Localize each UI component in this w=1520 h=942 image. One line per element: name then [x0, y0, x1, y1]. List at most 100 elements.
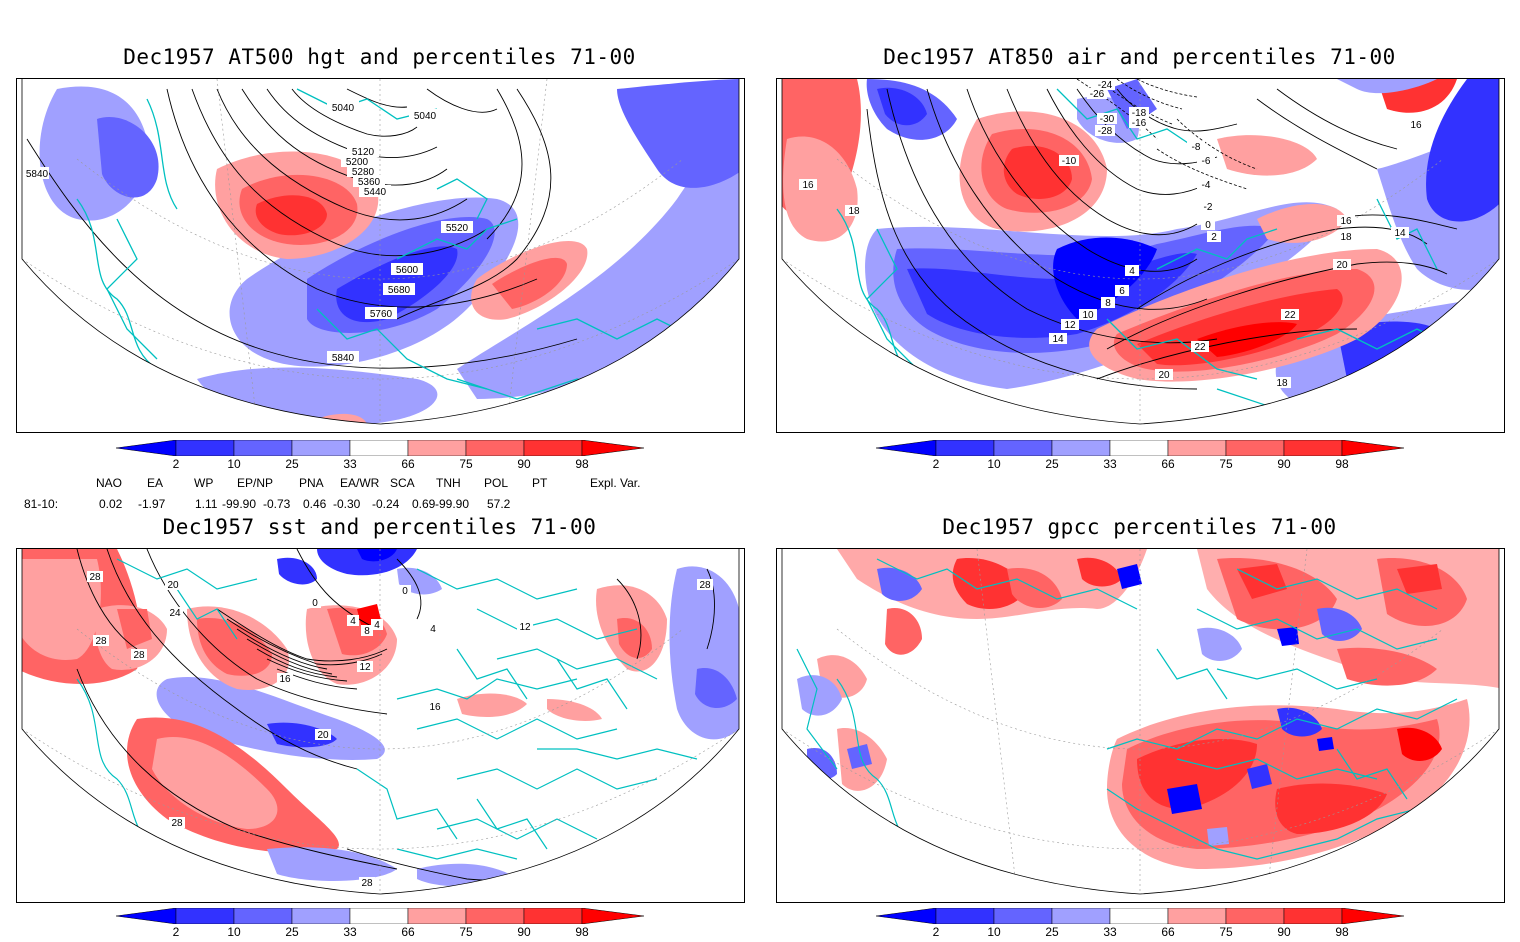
svg-text:28: 28	[699, 580, 711, 591]
panel-1-colorbar: 2 10 25 33 66 75 90 98	[116, 440, 644, 474]
contour-label: 28	[87, 571, 103, 583]
svg-text:28: 28	[89, 572, 101, 583]
svg-text:6: 6	[1119, 286, 1125, 297]
colorbar-tick: 66	[1161, 457, 1175, 471]
colorbar-tick: 2	[172, 457, 180, 471]
contour-label: 16	[1337, 215, 1355, 227]
contour-label: -2	[1199, 201, 1217, 213]
svg-text:-18: -18	[1132, 108, 1147, 119]
contour-label: 12	[357, 661, 373, 673]
air-contour-labels: -24 -26 -18 -16 -30 -28 -10 -8 -6 -4 -2 …	[799, 79, 1425, 389]
colorbar-tick: 66	[401, 457, 415, 471]
svg-text:4: 4	[1129, 266, 1135, 277]
colorbar-tick: 10	[987, 457, 1001, 471]
air-percentile-map: -24 -26 -18 -16 -30 -28 -10 -8 -6 -4 -2 …	[777, 79, 1504, 432]
colorbar-tick: 90	[1277, 457, 1291, 471]
panel-2-map: -24 -26 -18 -16 -30 -28 -10 -8 -6 -4 -2 …	[776, 78, 1505, 433]
contour-label: 5520	[441, 221, 473, 234]
panel-1-map: 5040 5040 5120 5200 5280 5360 5440 5520 …	[16, 78, 745, 433]
hgt-percentile-map: 5040 5040 5120 5200 5280 5360 5440 5520 …	[17, 79, 744, 432]
index-row-label: 81-10:	[24, 497, 59, 511]
contour-label: 16	[277, 673, 293, 685]
svg-text:24: 24	[169, 608, 181, 619]
contour-label: 18	[1337, 231, 1355, 243]
colorbar-swatches	[116, 908, 644, 924]
svg-text:4: 4	[430, 624, 436, 635]
svg-text:22: 22	[1284, 310, 1296, 321]
contour-label: 20	[315, 729, 331, 741]
svg-text:12: 12	[359, 662, 371, 673]
contour-label: 12	[517, 621, 533, 633]
index-header: TNH	[436, 476, 461, 490]
svg-text:-26: -26	[1090, 89, 1105, 100]
index-value: -99.90	[222, 497, 257, 511]
svg-text:5680: 5680	[388, 285, 411, 296]
svg-text:28: 28	[95, 636, 107, 647]
colorbar-tick: 2	[932, 457, 940, 471]
svg-text:5760: 5760	[370, 309, 393, 320]
svg-text:-28: -28	[1098, 126, 1113, 137]
svg-text:8: 8	[364, 626, 370, 637]
svg-text:14: 14	[1394, 228, 1406, 239]
contour-label: -30	[1097, 113, 1117, 125]
svg-text:5600: 5600	[396, 265, 419, 276]
panel-2-colorbar: 2 10 25 33 66 75 90 98	[876, 440, 1404, 474]
svg-text:5200: 5200	[346, 157, 369, 168]
gpcc-percentile-map	[777, 549, 1504, 902]
contour-label: 28	[697, 579, 713, 591]
contour-label: -24	[1095, 79, 1115, 91]
contour-label: 20	[165, 579, 181, 591]
contour-label: 28	[359, 877, 375, 889]
svg-text:-30: -30	[1100, 114, 1115, 125]
colorbar-tick: 33	[343, 457, 357, 471]
colorbar-tick: 66	[1161, 925, 1175, 939]
colorbar-swatches	[116, 440, 644, 456]
svg-text:14: 14	[1052, 334, 1064, 345]
svg-text:5520: 5520	[446, 223, 469, 234]
contour-label: -28	[1095, 125, 1115, 137]
svg-text:22: 22	[1194, 342, 1206, 353]
contour-label: 5280	[347, 165, 379, 178]
contour-label: 20	[1155, 369, 1173, 381]
index-header: EA/WR	[340, 476, 380, 490]
colorbar-tick: 75	[1219, 925, 1233, 939]
contour-label: 5760	[365, 307, 397, 320]
contour-label: 16	[427, 701, 443, 713]
contour-label: -26	[1087, 88, 1107, 100]
index-value: -0.30	[333, 497, 361, 511]
svg-text:-6: -6	[1202, 156, 1211, 167]
colorbar-swatches	[876, 908, 1404, 924]
colorbar-tick: 2	[932, 925, 940, 939]
contour-label: -18	[1129, 107, 1149, 119]
index-value: 1.11	[195, 497, 218, 511]
contour-label: -10	[1059, 155, 1079, 167]
colorbar-tick: 10	[227, 925, 241, 939]
sst-contour-labels: 28 28 28 20 24 0 0 4 4 8 4 12 16 16 20 2…	[87, 571, 713, 889]
svg-text:10: 10	[1082, 310, 1094, 321]
contour-label: 5840	[25, 167, 49, 180]
panel-4-map	[776, 548, 1505, 903]
svg-text:28: 28	[171, 818, 183, 829]
colorbar-tick: 90	[517, 925, 531, 939]
svg-text:-24: -24	[1098, 80, 1113, 91]
svg-text:18: 18	[1340, 232, 1352, 243]
contour-label: 6	[1115, 285, 1129, 297]
index-value: -99.90	[435, 497, 470, 511]
svg-text:5440: 5440	[364, 187, 387, 198]
contour-label: 5840	[327, 351, 359, 364]
colorbar-tick: 98	[1335, 925, 1349, 939]
contour-label: 0	[399, 585, 411, 597]
svg-text:5120: 5120	[352, 147, 375, 158]
svg-text:0: 0	[312, 598, 318, 609]
index-header: EA	[147, 476, 164, 490]
contour-label: 4	[427, 623, 439, 635]
svg-text:16: 16	[279, 674, 291, 685]
contour-label: -16	[1129, 117, 1149, 129]
panel-4-title: Dec1957 gpcc percentiles 71-00	[942, 515, 1337, 539]
svg-text:-16: -16	[1132, 118, 1147, 129]
contour-label: 24	[167, 607, 183, 619]
index-value: -0.24	[372, 497, 400, 511]
panel-2-title: Dec1957 AT850 air and percentiles 71-00	[883, 45, 1396, 69]
index-headers: NAO EA WP EP/NP PNA EA/WR SCA TNH POL PT…	[0, 476, 760, 492]
contour-label: 5040	[409, 109, 441, 122]
